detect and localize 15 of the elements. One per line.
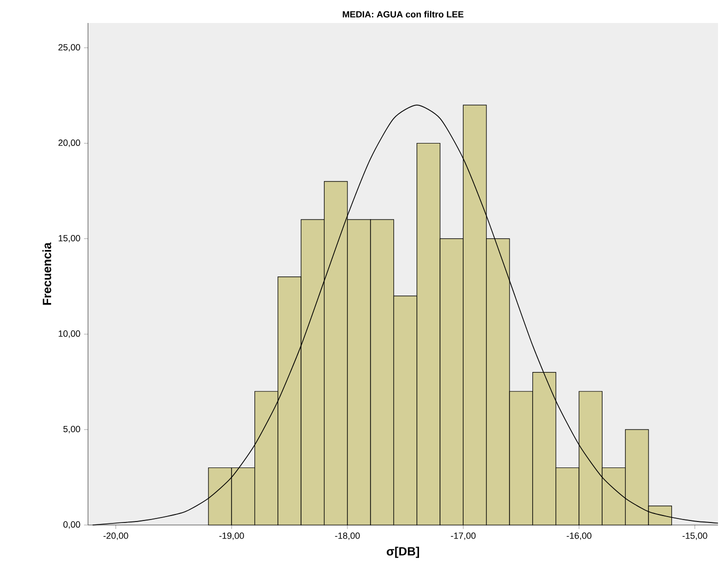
x-tick-label: -18,00 [335, 532, 360, 540]
y-tick-label: 20,00 [58, 140, 80, 147]
y-tick-label: 15,00 [58, 234, 80, 242]
y-tick-label: 0,00 [63, 521, 80, 529]
y-tick-label: 25,00 [58, 44, 80, 52]
y-tick-label: 10,00 [58, 330, 80, 338]
chart-title: MEDIA: AGUA con filtro LEE [342, 10, 464, 18]
y-tick-label: 5,00 [63, 426, 80, 434]
x-tick-label: -20,00 [103, 532, 128, 540]
x-tick-label: -19,00 [219, 532, 244, 540]
x-tick-label: -17,00 [450, 532, 476, 540]
x-tick-label: -15,00 [682, 532, 708, 540]
y-axis-title: Frecuencia [42, 242, 52, 305]
x-tick-label: -16,00 [566, 532, 592, 540]
x-axis-title: σ[DB] [386, 546, 420, 558]
